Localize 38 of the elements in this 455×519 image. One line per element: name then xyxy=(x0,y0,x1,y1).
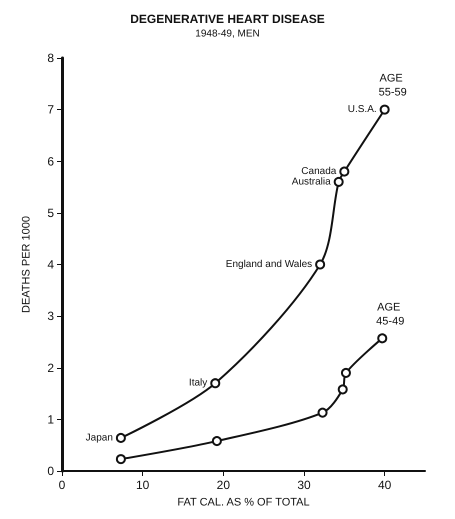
chart-title: DEGENERATIVE HEART DISEASE xyxy=(130,12,325,26)
chart-subtitle: 1948-49, MEN xyxy=(195,28,260,40)
point xyxy=(116,454,126,464)
y-tick-label: 1 xyxy=(47,412,54,426)
annotation: Japan xyxy=(86,432,113,444)
x-tick-label: 20 xyxy=(216,478,230,492)
annotation: England and Wales xyxy=(226,259,312,270)
y-tick-label: 3 xyxy=(47,309,54,324)
y-tick-label: 7 xyxy=(47,102,54,117)
y-tick-label: 8 xyxy=(47,51,54,65)
x-tick-label: 0 xyxy=(58,478,66,492)
annotation: U.S.A. xyxy=(348,104,377,116)
annotation: Canada xyxy=(301,166,337,178)
annotation: Italy xyxy=(188,378,208,389)
point xyxy=(380,104,390,115)
point xyxy=(212,436,222,446)
point xyxy=(210,378,220,388)
point xyxy=(338,384,348,394)
point xyxy=(339,166,350,177)
point xyxy=(334,176,344,187)
y-tick-label: 5 xyxy=(47,206,54,220)
x-axis-title: FAT CAL. AS % OF TOTAL xyxy=(177,496,310,508)
x-tick-label: 30 xyxy=(297,478,311,492)
y-tick-label: 0 xyxy=(47,464,54,478)
series-label: AGE 45-49 xyxy=(376,301,404,328)
y-tick-label: 4 xyxy=(47,258,54,272)
y-tick-label: 6 xyxy=(47,154,54,168)
point xyxy=(116,432,126,443)
y-tick-label: 2 xyxy=(47,360,54,375)
point xyxy=(315,260,326,270)
x-tick-label: 40 xyxy=(378,478,392,492)
point xyxy=(318,408,328,418)
y-axis-title: DEATHS PER 1000 xyxy=(20,216,32,314)
point xyxy=(377,333,388,344)
series-label: AGE 55-59 xyxy=(378,72,407,99)
x-tick-label: 10 xyxy=(136,478,150,492)
point xyxy=(340,368,351,378)
annotation: Australia xyxy=(292,176,332,188)
